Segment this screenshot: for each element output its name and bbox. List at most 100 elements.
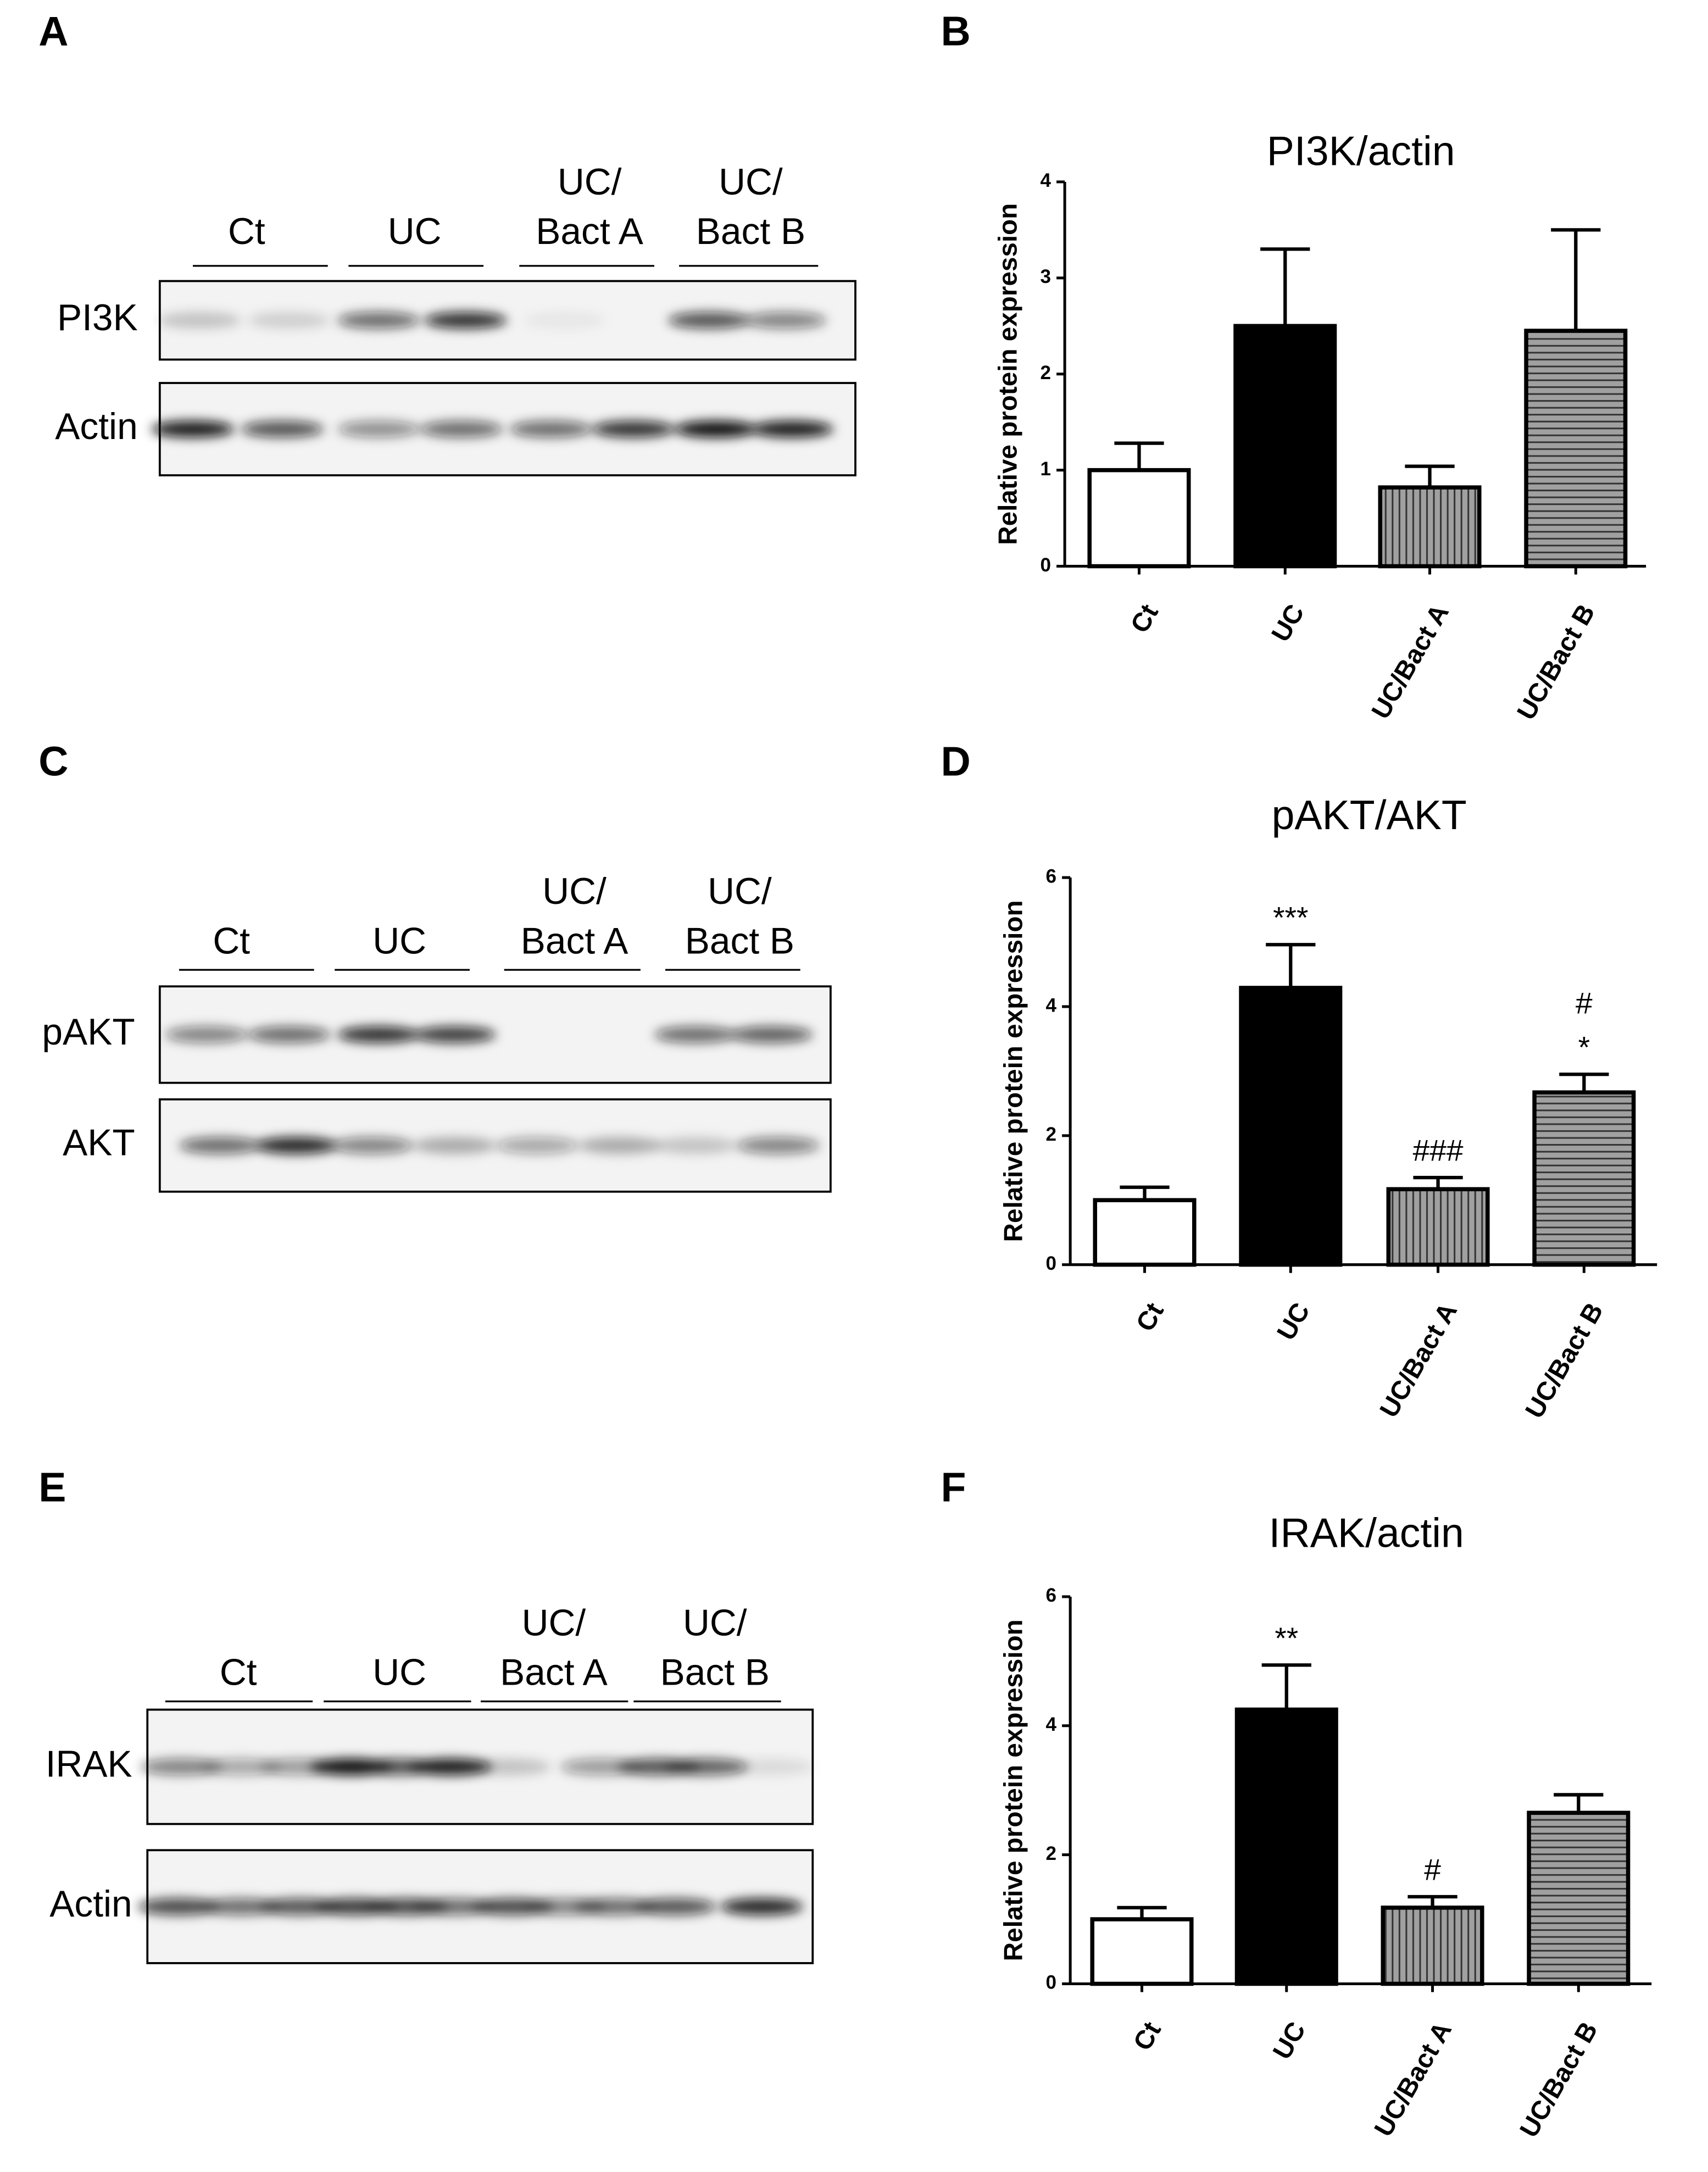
bar: [1239, 986, 1343, 1267]
y-tick-label: 2: [1046, 1124, 1057, 1145]
band: [199, 1758, 282, 1775]
significance-mark: ###: [1413, 1134, 1464, 1168]
row-label: AKT: [63, 1123, 135, 1164]
panel-letter: C: [38, 738, 68, 784]
y-tick-label: 6: [1046, 1585, 1057, 1606]
row-label: Actin: [55, 406, 137, 447]
band: [241, 420, 324, 438]
blot-bands: [137, 1898, 803, 1915]
band: [574, 1898, 657, 1915]
bar: [1093, 1198, 1197, 1267]
band: [730, 1758, 813, 1775]
band: [496, 1137, 579, 1154]
significance-mark: #: [1424, 1852, 1441, 1886]
band: [413, 1898, 496, 1915]
bar: [1233, 324, 1337, 569]
lane-label: UC/: [558, 162, 622, 203]
row-label: IRAK: [46, 1743, 132, 1785]
significance-mark: #: [1576, 986, 1593, 1020]
chart-title: pAKT/AKT: [1272, 792, 1467, 838]
band: [254, 1137, 338, 1154]
band: [337, 1026, 420, 1043]
band: [179, 1137, 262, 1154]
band: [743, 312, 827, 329]
chart-title: IRAK/actin: [1269, 1509, 1464, 1556]
band: [140, 1758, 224, 1775]
panel-letter: D: [941, 738, 970, 784]
significance-mark: *: [1578, 1030, 1590, 1064]
panel-letter: F: [941, 1464, 966, 1510]
band: [737, 1137, 820, 1154]
y-axis-label: Relative protein expression: [999, 1619, 1028, 1961]
band: [248, 1026, 331, 1043]
panel-letter: A: [38, 8, 68, 54]
band: [468, 1758, 551, 1775]
band: [420, 420, 503, 438]
y-tick-label: 6: [1046, 865, 1057, 887]
lane-label: Ct: [228, 211, 265, 252]
lane-label: UC/: [708, 871, 772, 912]
band: [199, 1898, 282, 1915]
band: [165, 1026, 248, 1043]
bar: [1524, 329, 1628, 569]
band: [730, 1026, 813, 1043]
y-tick-label: 0: [1046, 1253, 1057, 1274]
band: [668, 312, 751, 329]
bar: [1381, 1906, 1484, 1986]
significance-mark: ***: [1273, 901, 1308, 935]
band: [424, 312, 507, 329]
band: [750, 420, 833, 438]
y-tick-label: 2: [1046, 1843, 1057, 1864]
band: [654, 1026, 737, 1043]
band: [578, 1137, 661, 1154]
y-tick-label: 4: [1041, 170, 1051, 191]
y-tick-label: 2: [1041, 362, 1051, 384]
bar: [1378, 485, 1482, 569]
bar: [1527, 1810, 1631, 1986]
y-tick-label: 0: [1041, 554, 1051, 576]
panel-letter: E: [38, 1464, 66, 1510]
y-tick-label: 4: [1046, 995, 1057, 1016]
lane-label: UC/: [683, 1602, 747, 1643]
lane-label: Bact A: [521, 920, 629, 962]
lane-label: Bact A: [500, 1652, 608, 1693]
blot-bands: [151, 420, 833, 438]
row-label: PI3K: [57, 297, 138, 338]
lane-label: UC/: [542, 871, 607, 912]
band: [560, 1758, 643, 1775]
significance-mark: **: [1275, 1621, 1298, 1655]
lane-label: UC/: [719, 162, 783, 203]
blot-bands: [165, 1026, 813, 1043]
bar: [1386, 1187, 1490, 1267]
blot-bands: [140, 1758, 813, 1775]
band: [248, 312, 331, 329]
band: [151, 420, 235, 438]
lane-label: UC: [388, 211, 442, 252]
lane-label: Bact B: [660, 1652, 770, 1693]
band: [413, 1026, 496, 1043]
band: [137, 1898, 221, 1915]
band: [509, 420, 593, 438]
band: [523, 312, 607, 329]
band: [592, 420, 675, 438]
row-label: pAKT: [42, 1012, 135, 1053]
lane-label: Bact B: [685, 920, 794, 962]
band: [675, 420, 758, 438]
bar: [1087, 468, 1191, 569]
band: [720, 1898, 803, 1915]
band: [337, 312, 420, 329]
bar: [1090, 1917, 1194, 1986]
y-axis-label: Relative protein expression: [993, 203, 1022, 545]
band: [665, 1758, 748, 1775]
band: [158, 312, 241, 329]
y-tick-label: 3: [1041, 266, 1051, 287]
lane-label: UC: [372, 920, 426, 962]
chart-title: PI3K/actin: [1267, 128, 1455, 174]
y-tick-label: 4: [1046, 1714, 1057, 1735]
band: [337, 420, 420, 438]
band: [330, 1137, 414, 1154]
y-tick-label: 0: [1046, 1972, 1057, 1993]
band: [633, 1898, 716, 1915]
y-tick-label: 1: [1041, 458, 1051, 480]
